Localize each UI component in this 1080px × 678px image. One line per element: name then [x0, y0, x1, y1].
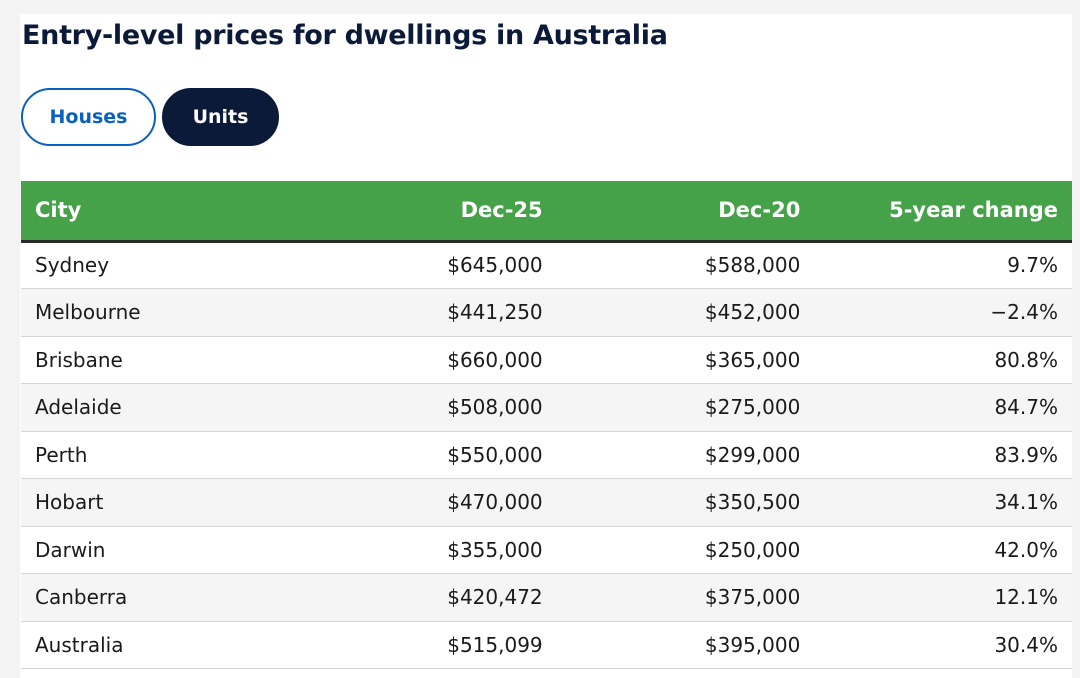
dec-25-cell: $550,000 [299, 431, 557, 479]
header-city: City [21, 181, 299, 243]
table-row: Adelaide $508,000 $275,000 84.7% [21, 383, 1072, 432]
units-toggle-button[interactable]: Units [162, 88, 279, 146]
city-cell: Adelaide [21, 383, 299, 432]
table-row: Melbourne $441,250 $452,000 −2.4% [21, 288, 1072, 337]
change-cell: 30.4% [814, 621, 1072, 669]
dec-25-cell: $420,472 [299, 573, 557, 622]
dec-20-cell: $365,000 [556, 336, 815, 384]
header-dec-25: Dec-25 [299, 181, 557, 243]
prices-table: City Dec-25 Dec-20 5-year change Sydney … [21, 181, 1072, 669]
dec-25-cell: $355,000 [299, 526, 557, 574]
table-row: Brisbane $660,000 $365,000 80.8% [21, 336, 1072, 384]
table-body: Sydney $645,000 $588,000 9.7% Melbourne … [21, 241, 1072, 669]
table-row: Sydney $645,000 $588,000 9.7% [21, 241, 1072, 289]
change-cell: 84.7% [814, 383, 1072, 432]
dec-25-cell: $508,000 [299, 383, 557, 432]
dec-25-cell: $470,000 [299, 478, 557, 527]
city-cell: Canberra [21, 573, 299, 622]
table-row: Hobart $470,000 $350,500 34.1% [21, 478, 1072, 527]
city-cell: Sydney [21, 241, 299, 289]
change-cell: 83.9% [814, 431, 1072, 479]
dec-20-cell: $395,000 [556, 621, 815, 669]
dec-20-cell: $275,000 [556, 383, 815, 432]
dec-20-cell: $350,500 [556, 478, 815, 527]
dec-25-cell: $441,250 [299, 288, 557, 337]
table-row: Perth $550,000 $299,000 83.9% [21, 431, 1072, 479]
city-cell: Perth [21, 431, 299, 479]
table-row: Canberra $420,472 $375,000 12.1% [21, 573, 1072, 622]
city-cell: Melbourne [21, 288, 299, 337]
change-cell: 80.8% [814, 336, 1072, 384]
header-5-year-change: 5-year change [814, 181, 1072, 243]
dec-25-cell: $515,099 [299, 621, 557, 669]
table-row: Australia $515,099 $395,000 30.4% [21, 621, 1072, 669]
dec-20-cell: $452,000 [556, 288, 815, 337]
city-cell: Darwin [21, 526, 299, 574]
header-row: City Dec-25 Dec-20 5-year change [21, 181, 1072, 243]
city-cell: Hobart [21, 478, 299, 527]
city-cell: Brisbane [21, 336, 299, 384]
dec-25-cell: $660,000 [299, 336, 557, 384]
dec-25-cell: $645,000 [299, 241, 557, 289]
change-cell: 42.0% [814, 526, 1072, 574]
houses-toggle-button[interactable]: Houses [21, 88, 156, 146]
header-dec-20: Dec-20 [556, 181, 815, 243]
change-cell: 9.7% [814, 241, 1072, 289]
change-cell: −2.4% [814, 288, 1072, 337]
table-row: Darwin $355,000 $250,000 42.0% [21, 526, 1072, 574]
page-title: Entry-level prices for dwellings in Aust… [22, 20, 668, 51]
city-cell: Australia [21, 621, 299, 669]
content-card: Entry-level prices for dwellings in Aust… [20, 14, 1072, 678]
dec-20-cell: $299,000 [556, 431, 815, 479]
change-cell: 34.1% [814, 478, 1072, 527]
dec-20-cell: $250,000 [556, 526, 815, 574]
dec-20-cell: $588,000 [556, 241, 815, 289]
change-cell: 12.1% [814, 573, 1072, 622]
dec-20-cell: $375,000 [556, 573, 815, 622]
table-header: City Dec-25 Dec-20 5-year change [21, 181, 1072, 243]
